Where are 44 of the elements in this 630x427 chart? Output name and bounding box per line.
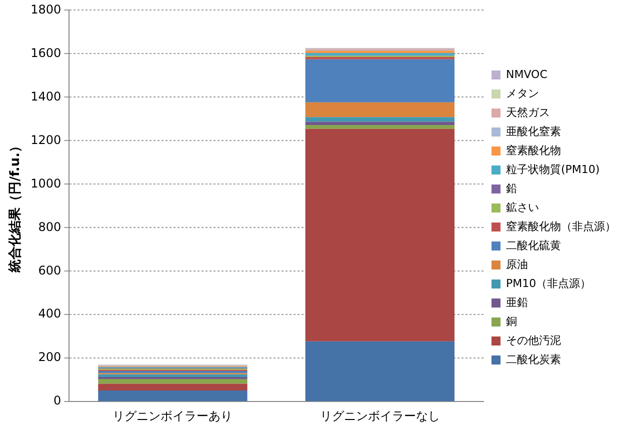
- bar: [305, 128, 454, 342]
- y-tick-label: 400: [38, 306, 62, 321]
- legend-label: メタン: [506, 86, 539, 100]
- legend-label: 鉛: [506, 182, 517, 195]
- legend-label: 二酸化炭素: [506, 352, 561, 366]
- legend-label: 天然ガス: [506, 106, 550, 119]
- bar: [305, 50, 454, 54]
- legend-label: 銅: [506, 314, 517, 328]
- bar: [98, 378, 248, 384]
- y-tick-label: 1000: [30, 176, 62, 190]
- bar: [305, 53, 454, 56]
- legend-label: その他汚泥: [506, 334, 561, 347]
- y-tick-label: 1600: [30, 46, 62, 60]
- bar: [305, 59, 454, 102]
- bar: [305, 122, 454, 126]
- legend-label: 窒素酸化物（非点源）: [506, 220, 616, 233]
- y-tick-label: 1200: [30, 132, 62, 147]
- legend-label: 二酸化硫黄: [506, 238, 561, 252]
- legend-label: 原油: [506, 258, 528, 271]
- y-tick-label: 1800: [30, 2, 62, 16]
- legend-label: 亜鉛: [506, 296, 528, 309]
- y-axis-title: 統合化結果（円/f.u.）: [7, 139, 24, 274]
- y-tick-label: 1400: [30, 89, 62, 104]
- legend-label: 粒子状物質(PM10): [506, 162, 600, 176]
- legend-label: 鉱さい: [506, 200, 539, 214]
- x-tick-label: リグニンボイラーあり: [112, 408, 233, 423]
- bar: [305, 102, 454, 118]
- legend-label: 亜酸化窒素: [506, 124, 561, 138]
- bar: [305, 56, 454, 60]
- bar: [98, 370, 248, 374]
- y-tick-label: 600: [38, 263, 62, 278]
- bar: [98, 374, 248, 378]
- bar: [98, 384, 248, 391]
- bar: [305, 341, 454, 402]
- x-tick-label: リグニンボイラーなし: [320, 408, 440, 423]
- bar: [305, 125, 454, 129]
- bar: [305, 117, 454, 122]
- legend-label: NMVOC: [506, 68, 548, 81]
- y-tick-label: 0: [54, 394, 62, 408]
- bar: [98, 390, 248, 402]
- y-tick-label: 800: [38, 220, 62, 234]
- legend-label: 窒素酸化物: [506, 144, 561, 157]
- y-tick-label: 200: [38, 350, 62, 364]
- legend-label: PM10（非点源）: [506, 276, 592, 290]
